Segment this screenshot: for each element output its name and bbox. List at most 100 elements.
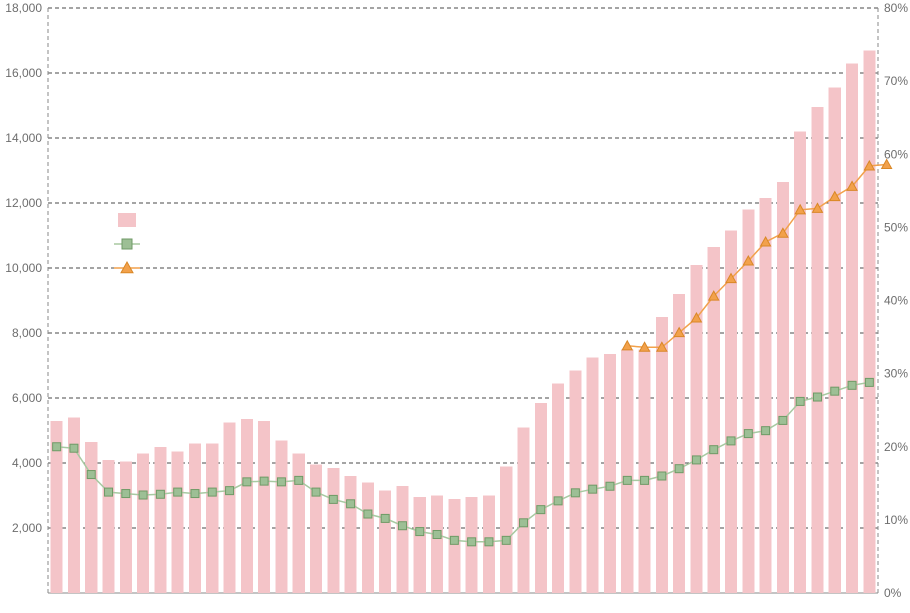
series-green-marker [433, 531, 441, 539]
bar [85, 442, 97, 593]
series-green-marker [70, 444, 78, 452]
bar [120, 461, 132, 593]
series-green-marker [105, 488, 113, 496]
bar [448, 499, 460, 593]
series-green-marker [554, 497, 562, 505]
series-green-marker [226, 487, 234, 495]
legend-swatch-square [122, 239, 132, 249]
bar [500, 466, 512, 593]
series-green-marker [87, 471, 95, 479]
series-green-marker [589, 485, 597, 493]
series-green-marker [191, 490, 199, 498]
y-right-tick-label: 30% [884, 367, 908, 381]
bar [327, 468, 339, 593]
bar [431, 496, 443, 594]
bar [829, 88, 841, 593]
series-green-marker [208, 488, 216, 496]
series-green-marker [416, 528, 424, 536]
bar [535, 403, 547, 593]
y-right-tick-label: 40% [884, 294, 908, 308]
bar [224, 422, 236, 593]
series-green-marker [398, 522, 406, 530]
bar [396, 486, 408, 593]
bar [673, 294, 685, 593]
y-right-tick-label: 0% [884, 586, 902, 600]
bar [639, 349, 651, 593]
y-left-tick-label: 4,000 [12, 456, 42, 470]
series-green-marker [641, 476, 649, 484]
series-green-marker [520, 519, 528, 527]
bar [846, 63, 858, 593]
chart-svg: 2,0004,0006,0008,00010,00012,00014,00016… [0, 0, 910, 613]
series-green-marker [174, 488, 182, 496]
series-green-marker [571, 489, 579, 497]
series-green-marker [796, 397, 804, 405]
bar [656, 317, 668, 593]
series-green-marker [295, 476, 303, 484]
series-green-marker [831, 387, 839, 395]
bar [552, 383, 564, 593]
bar [794, 132, 806, 594]
series-green-marker [485, 538, 493, 546]
series-green-marker [727, 437, 735, 445]
bar [379, 491, 391, 593]
series-green-marker [53, 443, 61, 451]
series-green-marker [710, 446, 718, 454]
bar [206, 444, 218, 594]
bar [742, 210, 754, 594]
y-left-tick-label: 14,000 [5, 131, 42, 145]
y-right-tick-label: 80% [884, 1, 908, 15]
bar [604, 354, 616, 593]
series-green-marker [606, 482, 614, 490]
series-green-marker [243, 478, 251, 486]
bar [172, 452, 184, 593]
legend-item [118, 213, 136, 227]
y-right-tick-label: 60% [884, 147, 908, 161]
bar [569, 370, 581, 593]
bar [154, 447, 166, 593]
chart-container: 2,0004,0006,0008,00010,00012,00014,00016… [0, 0, 910, 613]
series-green-marker [139, 491, 147, 499]
series-green-marker [762, 427, 770, 435]
bar [102, 460, 114, 593]
series-green-marker [122, 490, 130, 498]
series-green-marker [329, 495, 337, 503]
bar [241, 419, 253, 593]
series-green-marker [260, 477, 268, 485]
bar [760, 198, 772, 593]
bar [517, 427, 529, 593]
series-green-marker [468, 538, 476, 546]
y-right-tick-label: 50% [884, 220, 908, 234]
y-left-tick-label: 12,000 [5, 196, 42, 210]
bar [275, 440, 287, 593]
series-green-marker [813, 393, 821, 401]
bar [777, 182, 789, 593]
series-green-marker [364, 510, 372, 518]
bar [811, 107, 823, 593]
bar [621, 349, 633, 593]
bar [310, 465, 322, 593]
series-green-marker [381, 514, 389, 522]
series-green-marker [848, 381, 856, 389]
y-left-tick-label: 18,000 [5, 1, 42, 15]
series-green-marker [347, 500, 355, 508]
bar [189, 444, 201, 594]
y-right-tick-label: 20% [884, 440, 908, 454]
bar [258, 421, 270, 593]
bar [414, 497, 426, 593]
y-right-tick-label: 70% [884, 74, 908, 88]
bar [362, 483, 374, 594]
y-left-tick-label: 6,000 [12, 391, 42, 405]
series-green-marker [537, 506, 545, 514]
series-green-marker [623, 476, 631, 484]
bar [587, 357, 599, 593]
y-left-tick-label: 2,000 [12, 521, 42, 535]
series-green-marker [277, 478, 285, 486]
y-left-tick-label: 16,000 [5, 66, 42, 80]
series-green-marker [865, 378, 873, 386]
series-green-marker [450, 536, 458, 544]
bar [725, 231, 737, 593]
bar [293, 453, 305, 593]
bar [863, 50, 875, 593]
y-left-tick-label: 8,000 [12, 326, 42, 340]
